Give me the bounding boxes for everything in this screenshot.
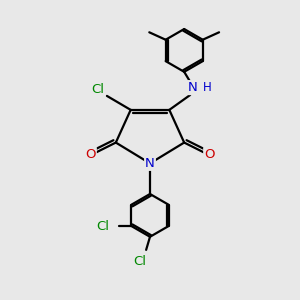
Text: O: O [204, 148, 215, 161]
Text: N: N [145, 157, 155, 170]
Text: H: H [203, 81, 212, 94]
Text: Cl: Cl [97, 220, 110, 232]
Text: Cl: Cl [92, 82, 104, 96]
Text: O: O [85, 148, 96, 161]
Text: N: N [188, 81, 198, 94]
Text: Cl: Cl [134, 255, 147, 268]
